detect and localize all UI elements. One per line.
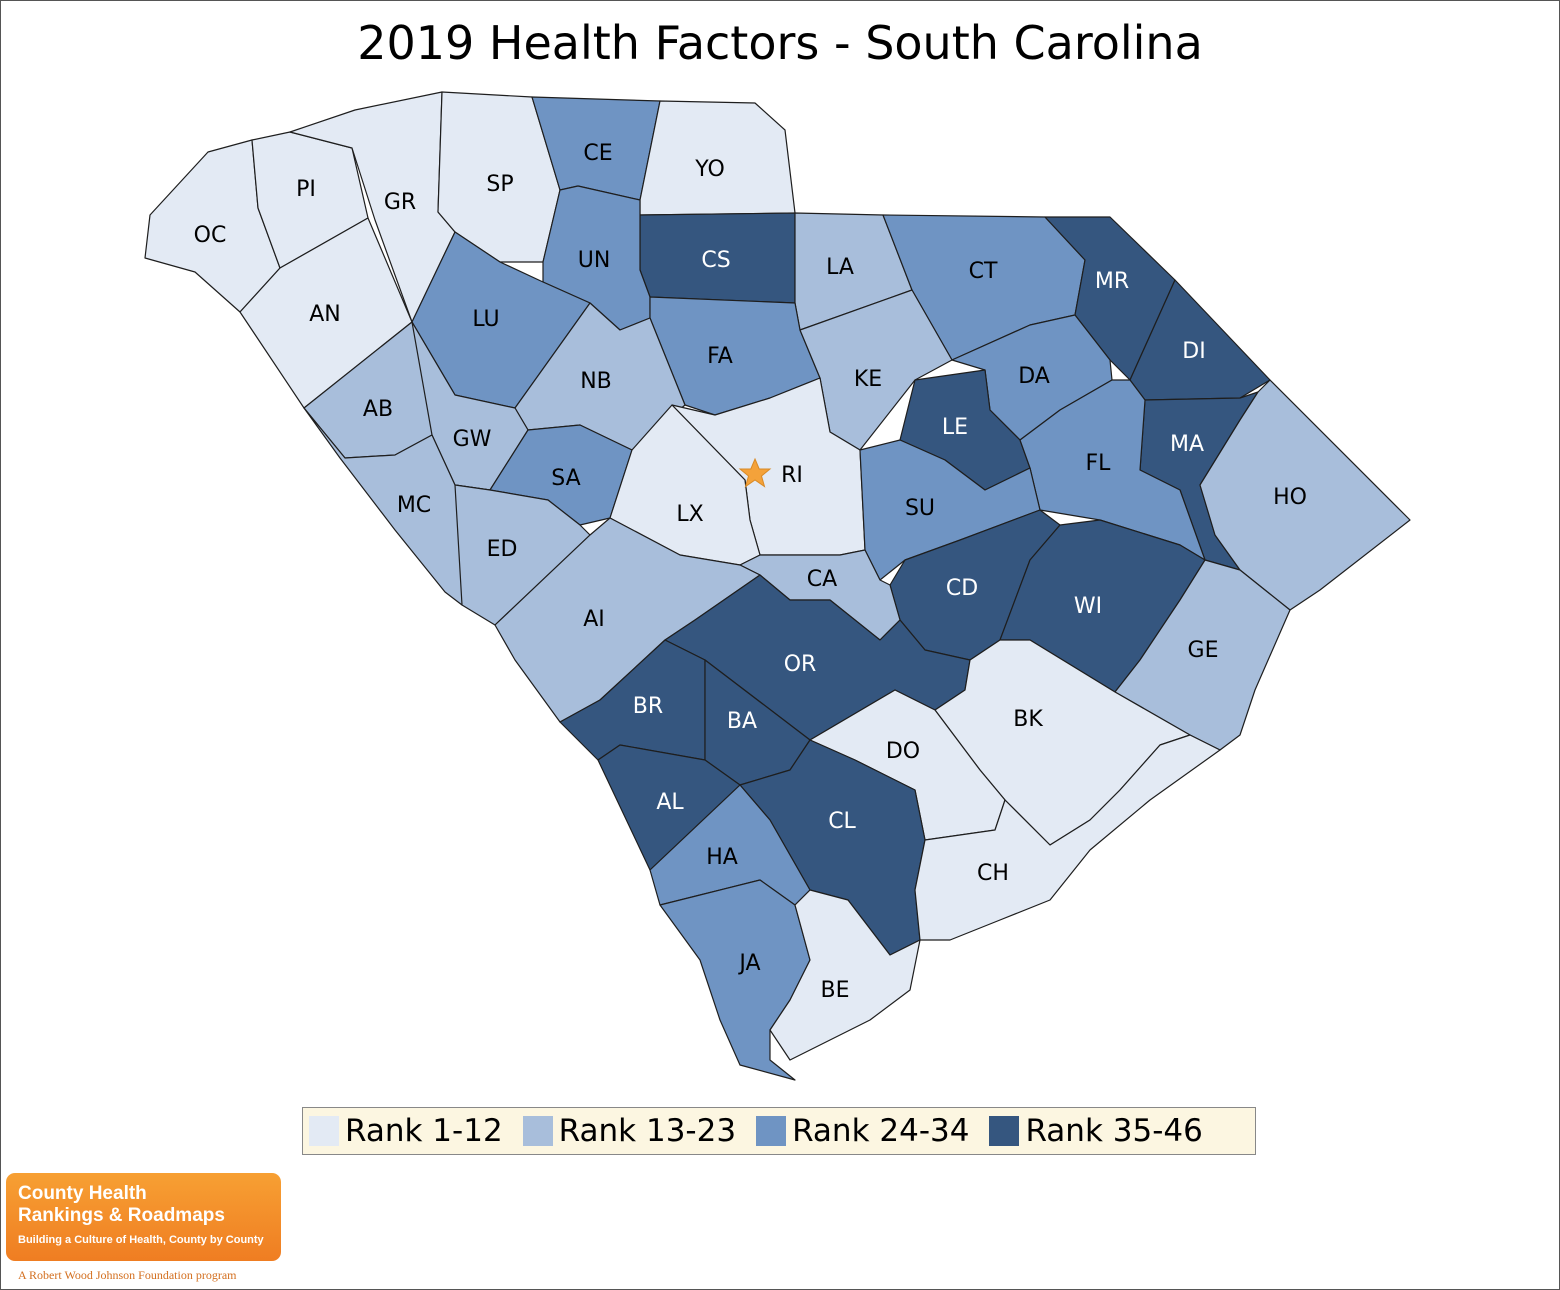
county-label-lx: LX xyxy=(676,502,703,527)
county-an[interactable] xyxy=(239,217,413,409)
county-label-br: BR xyxy=(633,694,663,719)
county-label-ce: CE xyxy=(583,141,612,166)
county-label-pi: PI xyxy=(296,177,316,202)
rwjf-credit: A Robert Wood Johnson Foundation program xyxy=(18,1268,237,1282)
county-label-ab: AB xyxy=(363,397,393,422)
county-label-da: DA xyxy=(1018,364,1050,389)
legend-label: Rank 24-34 xyxy=(792,1113,970,1149)
county-ge[interactable] xyxy=(1114,559,1291,751)
legend-label: Rank 1-12 xyxy=(345,1113,503,1149)
county-label-ct: CT xyxy=(969,259,998,284)
logo-line-2: Rankings & Roadmaps xyxy=(18,1205,225,1226)
county-label-yo: YO xyxy=(694,157,725,182)
county-label-bk: BK xyxy=(1013,707,1043,732)
legend-label: Rank 13-23 xyxy=(558,1113,737,1149)
county-label-di: DI xyxy=(1182,339,1205,364)
county-mr[interactable] xyxy=(1044,216,1176,381)
county-label-gr: GR xyxy=(384,190,416,215)
county-label-ai: AI xyxy=(583,607,605,632)
logo-tagline: Building a Culture of Health, County by … xyxy=(18,1234,264,1246)
county-al[interactable] xyxy=(597,744,741,871)
county-label-al: AL xyxy=(656,790,684,815)
map-title: 2019 Health Factors - South Carolina xyxy=(357,16,1203,70)
legend-swatch xyxy=(522,1116,553,1146)
county-label-ch: CH xyxy=(977,861,1009,886)
county-label-ma: MA xyxy=(1170,432,1204,457)
county-label-ba: BA xyxy=(727,709,757,734)
county-label-fa: FA xyxy=(707,344,733,369)
county-label-mr: MR xyxy=(1095,269,1129,294)
county-label-cs: CS xyxy=(701,248,730,273)
legend-item-rank-35-46: Rank 35-46 xyxy=(989,1113,1203,1149)
county-label-su: SU xyxy=(905,496,935,521)
county-label-an: AN xyxy=(309,302,341,327)
legend-item-rank-1-12: Rank 1-12 xyxy=(309,1113,503,1149)
legend-swatch xyxy=(989,1116,1020,1146)
county-label-gw: GW xyxy=(453,427,492,452)
county-label-ri: RI xyxy=(781,463,803,488)
county-label-un: UN xyxy=(578,248,611,273)
county-label-oc: OC xyxy=(194,223,227,248)
county-label-cl: CL xyxy=(828,809,856,834)
county-label-nb: NB xyxy=(580,369,612,394)
legend-label: Rank 35-46 xyxy=(1025,1113,1203,1149)
county-label-la: LA xyxy=(826,255,854,280)
county-label-ge: GE xyxy=(1188,638,1219,663)
county-be[interactable] xyxy=(769,889,921,1061)
capital-star-icon xyxy=(738,457,772,488)
county-label-sa: SA xyxy=(551,466,580,491)
logo-line-1: County Health xyxy=(18,1183,147,1204)
county-label-or: OR xyxy=(784,652,817,677)
county-label-ke: KE xyxy=(854,367,882,392)
legend-swatch xyxy=(756,1116,787,1146)
map-legend: Rank 1-12 Rank 13-23 Rank 24-34 Rank 35-… xyxy=(302,1107,1256,1155)
county-label-sp: SP xyxy=(486,172,513,197)
legend-item-rank-24-34: Rank 24-34 xyxy=(756,1113,969,1149)
county-label-do: DO xyxy=(886,739,920,764)
county-label-ja: JA xyxy=(737,951,760,976)
county-label-le: LE xyxy=(942,415,968,440)
county-label-ca: CA xyxy=(807,567,837,592)
county-ch[interactable] xyxy=(914,734,1221,941)
county-label-ho: HO xyxy=(1273,485,1307,510)
county-label-lu: LU xyxy=(472,307,499,332)
county-ed[interactable] xyxy=(454,484,591,626)
county-label-ha: HA xyxy=(706,845,738,870)
county-health-rankings-logo[interactable]: County Health Rankings & Roadmaps Buildi… xyxy=(6,1173,281,1261)
county-label-wi: WI xyxy=(1074,594,1102,619)
county-label-ed: ED xyxy=(487,537,518,562)
legend-item-rank-13-23: Rank 13-23 xyxy=(522,1113,737,1149)
legend-swatch xyxy=(309,1116,339,1146)
state-map: OC PI GR SP CE YO CS UN LA CT MR AN LU FA DI NB KE DA AB GW… xyxy=(144,91,1411,1081)
county-label-be: BE xyxy=(821,978,850,1003)
county-label-mc: MC xyxy=(397,493,431,518)
county-label-fl: FL xyxy=(1086,451,1112,476)
county-label-cd: CD xyxy=(946,576,978,601)
